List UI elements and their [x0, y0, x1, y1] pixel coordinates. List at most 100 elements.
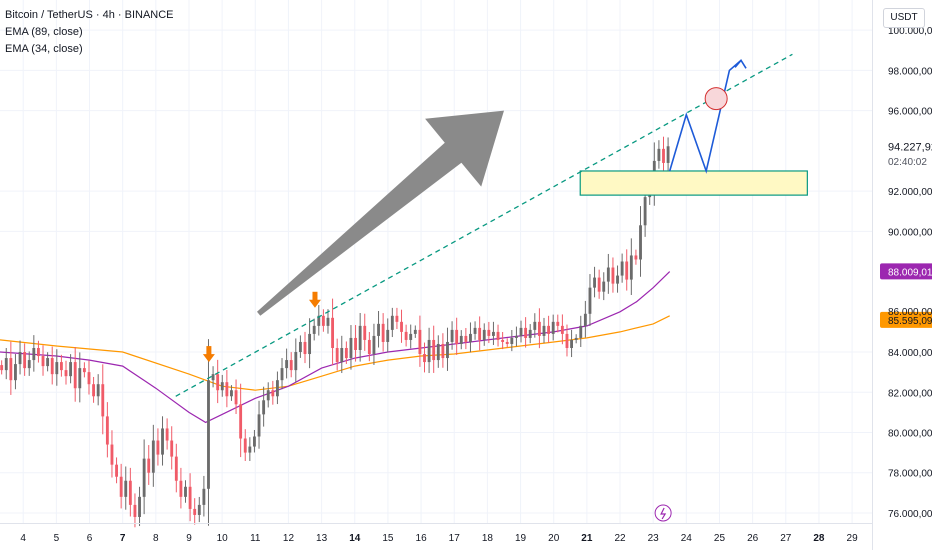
candle-body — [142, 458, 146, 497]
candle-body — [547, 325, 551, 334]
candle-body — [280, 368, 284, 381]
ema-fast-legend[interactable]: EMA (34, close) — [5, 43, 83, 55]
candle-body — [326, 317, 330, 326]
price-label: 94.227,92 — [888, 141, 932, 153]
candle-body — [593, 277, 596, 288]
x-tick-label: 28 — [813, 533, 825, 544]
symbol-title[interactable]: Bitcoin / TetherUS · 4h · BINANCE — [5, 9, 174, 21]
candle-body — [514, 335, 518, 338]
ema-lines — [0, 271, 671, 424]
candle-body — [565, 333, 569, 348]
x-tick-label: 15 — [382, 533, 394, 544]
candle-body — [395, 315, 399, 322]
candle-body — [253, 436, 256, 447]
y-tick-label: 82.000,00 — [888, 388, 932, 399]
candle-body — [639, 225, 642, 260]
candle-body — [377, 323, 380, 336]
candle-body — [381, 323, 385, 342]
candle-body — [69, 362, 73, 377]
down-arrow-marker — [308, 299, 321, 308]
candle-body — [560, 325, 564, 334]
x-tick-label: 20 — [548, 533, 560, 544]
candle-body — [537, 321, 541, 336]
candle-body — [188, 486, 192, 509]
candle-body — [501, 339, 505, 342]
candle-body — [124, 480, 128, 497]
candle-body — [303, 341, 307, 355]
candle-body — [597, 277, 601, 292]
candle-body — [184, 486, 187, 497]
candle-body — [666, 146, 670, 163]
candle-body — [41, 356, 45, 367]
x-tick-label: 22 — [614, 533, 626, 544]
y-tick-label: 84.000,00 — [888, 348, 932, 359]
y-tick-label: 80.000,00 — [888, 428, 932, 439]
candle-body — [298, 341, 302, 353]
candle-body — [239, 404, 243, 439]
x-tick-label: 24 — [681, 533, 693, 544]
candle-body — [390, 315, 394, 330]
candle-body — [133, 504, 137, 517]
big-trend-arrow — [257, 110, 504, 316]
candle-body — [170, 440, 174, 457]
candle-body — [464, 335, 468, 342]
candle-body — [266, 390, 270, 401]
projection-arrowhead — [734, 58, 747, 69]
y-tick-label: 76.000,00 — [888, 509, 932, 520]
candle-body — [533, 321, 537, 330]
candle-body — [335, 347, 339, 363]
y-tick-label: 98.000,00 — [888, 66, 932, 77]
y-tick-label: 100.000,00 — [888, 26, 932, 37]
candle-body — [87, 372, 91, 385]
candle-body — [611, 267, 615, 284]
candle-body — [492, 331, 495, 336]
candle-body — [82, 368, 86, 373]
candle-body — [413, 329, 417, 334]
candle-body — [367, 339, 371, 355]
candle-body — [386, 329, 390, 342]
down-arrow-marker — [312, 291, 318, 301]
x-tick-label: 12 — [283, 533, 295, 544]
candle-body — [50, 358, 54, 375]
candle-body — [211, 374, 215, 381]
x-tick-label: 25 — [714, 533, 726, 544]
candle-body — [105, 416, 109, 445]
candle-body — [354, 337, 357, 351]
candle-body — [450, 329, 454, 342]
candle-body — [294, 352, 298, 371]
x-tick-label: 27 — [780, 533, 792, 544]
candle-body — [409, 333, 413, 340]
currency-button[interactable]: USDT — [883, 8, 925, 28]
candle-body — [96, 384, 100, 397]
candle-body — [92, 384, 96, 397]
x-tick-label: 14 — [349, 533, 361, 544]
candle-body — [9, 358, 13, 381]
candle-body — [248, 446, 252, 453]
candle-body — [32, 347, 36, 361]
price-label-badge — [880, 311, 932, 328]
candle-body — [0, 365, 4, 371]
candle-body — [147, 458, 151, 473]
candle-body — [73, 362, 77, 389]
price-label: 86.000,00 — [888, 307, 932, 318]
x-tick-label: 13 — [316, 533, 328, 544]
candle-body — [161, 428, 164, 455]
x-tick-label: 17 — [449, 533, 461, 544]
candle-body — [634, 255, 638, 260]
drawings[interactable] — [175, 53, 808, 522]
candle-body — [363, 325, 367, 340]
candle-body — [207, 380, 210, 489]
candle-body — [478, 327, 482, 340]
candle-body — [344, 347, 348, 359]
y-tick-label: 96.000,00 — [888, 107, 932, 118]
candle-body — [643, 197, 647, 226]
candle-body — [220, 382, 224, 391]
candle-body — [151, 440, 155, 473]
candle-body — [574, 337, 578, 340]
candle-body — [404, 331, 408, 340]
candle-body — [27, 360, 31, 369]
candle-body — [331, 317, 335, 348]
ema-slow-legend[interactable]: EMA (89, close) — [5, 26, 83, 38]
